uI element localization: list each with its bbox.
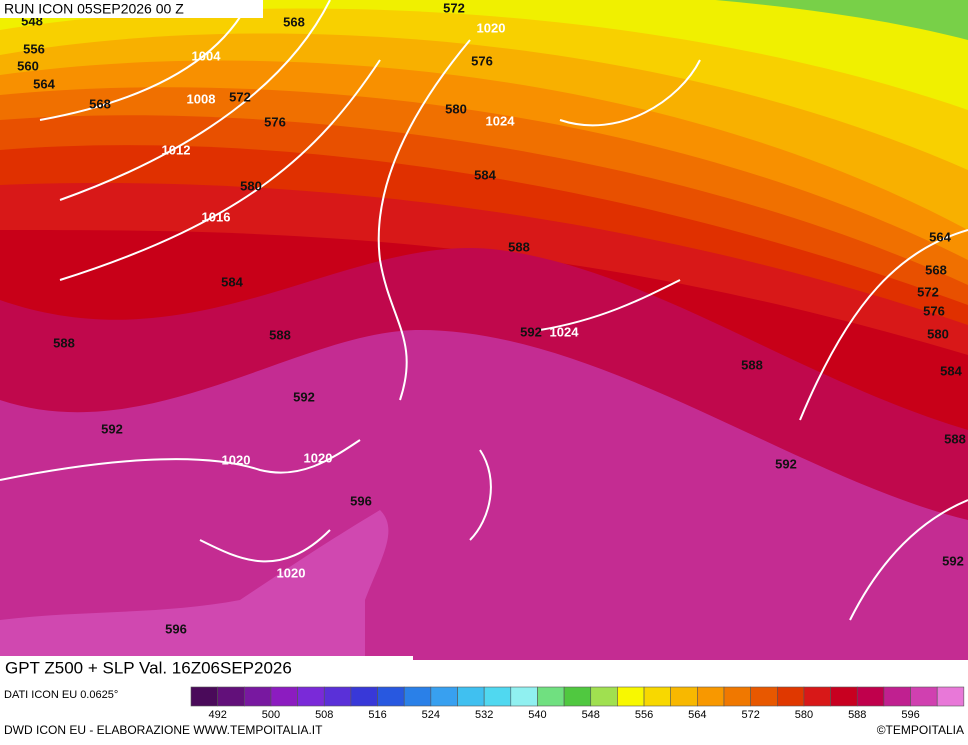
- colorbar-box: [670, 686, 698, 707]
- colorbar-box: [190, 686, 218, 707]
- gpt-label: 580: [240, 178, 262, 193]
- colorbar-box: [830, 686, 858, 707]
- gpt-label: 592: [293, 389, 315, 404]
- slp-label: 1020: [222, 452, 251, 467]
- gpt-label: 588: [53, 335, 75, 350]
- gpt-label: 592: [942, 553, 964, 568]
- colorbar-box: [617, 686, 645, 707]
- colorbar-box: [270, 686, 298, 707]
- gpt-label: 572: [229, 89, 251, 104]
- colorbar-box: [803, 686, 831, 707]
- gpt-label: 584: [940, 363, 962, 378]
- colorbar-box: [910, 686, 938, 707]
- copyright: ©TEMPOITALIA: [877, 723, 964, 737]
- colorbar-box: [776, 686, 805, 707]
- colorbar-box: [350, 686, 378, 707]
- colorbar-box: [297, 686, 325, 707]
- run-label: RUN ICON 05SEP2026 00 Z: [4, 1, 184, 17]
- colorbar-box: [563, 686, 592, 707]
- colorbar-box: [217, 686, 245, 707]
- slp-label: 1020: [277, 565, 306, 580]
- gpt-label: 584: [221, 274, 243, 289]
- colorbar-box: [723, 686, 751, 707]
- slp-label: 1020: [477, 20, 506, 35]
- colorbar-box: [936, 686, 965, 707]
- geopotential-fill: [0, 0, 968, 661]
- slp-label: 1024: [550, 324, 580, 339]
- gpt-label: 588: [944, 431, 966, 446]
- gpt-label: 560: [17, 58, 39, 73]
- colorbar-box: [643, 686, 671, 707]
- colorbar-box: [750, 686, 778, 707]
- gpt-label: 568: [283, 14, 305, 29]
- colorbar-tick-label: 540: [528, 709, 546, 721]
- colorbar-tick-label: 588: [848, 709, 866, 721]
- gpt-label: 584: [474, 167, 496, 182]
- colorbar-box: [483, 686, 512, 707]
- credit: DWD ICON EU - ELABORAZIONE WWW.TEMPOITAL…: [4, 723, 323, 737]
- colorbar-box: [377, 686, 405, 707]
- colorbar-tick-label: 516: [368, 709, 386, 721]
- colorbar-tick-label: 548: [582, 709, 600, 721]
- slp-label: 1020: [304, 450, 333, 465]
- colorbar-box: [856, 686, 885, 707]
- gpt-label: 556: [23, 41, 45, 56]
- gpt-label: 592: [101, 421, 123, 436]
- gpt-label: 580: [927, 326, 949, 341]
- gpt-label: 592: [520, 324, 542, 339]
- colorbar-box: [403, 686, 432, 707]
- colorbar-box: [323, 686, 352, 707]
- colorbar-box: [510, 686, 538, 707]
- colorbar: 492 500 508 516 524 532 540 548 556 564 572 580 588 5…: [190, 686, 965, 721]
- colorbar-tick-label: 572: [741, 709, 759, 721]
- colorbar-tick-label: 532: [475, 709, 493, 721]
- slp-label: 1024: [486, 113, 516, 128]
- colorbar-tick-label: 492: [208, 709, 226, 721]
- gpt-label: 572: [443, 0, 465, 15]
- colorbar-box: [537, 686, 565, 707]
- colorbar-tick-label: 564: [688, 709, 706, 721]
- colorbar-tick-label: 580: [795, 709, 813, 721]
- colorbar-box: [430, 686, 458, 707]
- data-source: DATI ICON EU 0.0625°: [4, 689, 118, 701]
- header-box: [0, 0, 263, 18]
- slp-label: 1004: [192, 48, 222, 63]
- isobars: [0, 0, 968, 621]
- gpt-label: 564: [929, 229, 951, 244]
- gpt-label: 588: [741, 357, 763, 372]
- labels: 5485565605645685685725765725765805805845…: [17, 0, 966, 636]
- gpt-label: 572: [917, 284, 939, 299]
- map-title: GPT Z500 + SLP Val. 16Z06SEP2026: [5, 658, 292, 677]
- colorbar-box: [883, 686, 911, 707]
- slp-label: 1012: [162, 142, 191, 157]
- slp-label: 1008: [187, 91, 216, 106]
- colorbar-box: [244, 686, 272, 707]
- colorbar-box: [457, 686, 485, 707]
- gpt-label: 588: [269, 327, 291, 342]
- gpt-label: 576: [471, 53, 493, 68]
- gpt-label: 568: [89, 96, 111, 111]
- gpt-label: 596: [165, 621, 187, 636]
- title-box: [0, 656, 413, 682]
- gpt-label: 592: [775, 456, 797, 471]
- colorbar-tick-label: 556: [635, 709, 653, 721]
- gpt-label: 576: [923, 303, 945, 318]
- colorbar-tick-label: 524: [422, 709, 440, 721]
- slp-label: 1016: [202, 209, 231, 224]
- gpt-label: 596: [350, 493, 372, 508]
- colorbar-tick-label: 596: [901, 709, 919, 721]
- gpt-label: 588: [508, 239, 530, 254]
- gpt-label: 568: [925, 262, 947, 277]
- colorbar-tick-label: 508: [315, 709, 333, 721]
- gpt-label: 576: [264, 114, 286, 129]
- gpt-label: 580: [445, 101, 467, 116]
- colorbar-box: [697, 686, 725, 707]
- colorbar-tick-label: 500: [262, 709, 280, 721]
- gpt-label: 564: [33, 76, 55, 91]
- colorbar-box: [590, 686, 618, 707]
